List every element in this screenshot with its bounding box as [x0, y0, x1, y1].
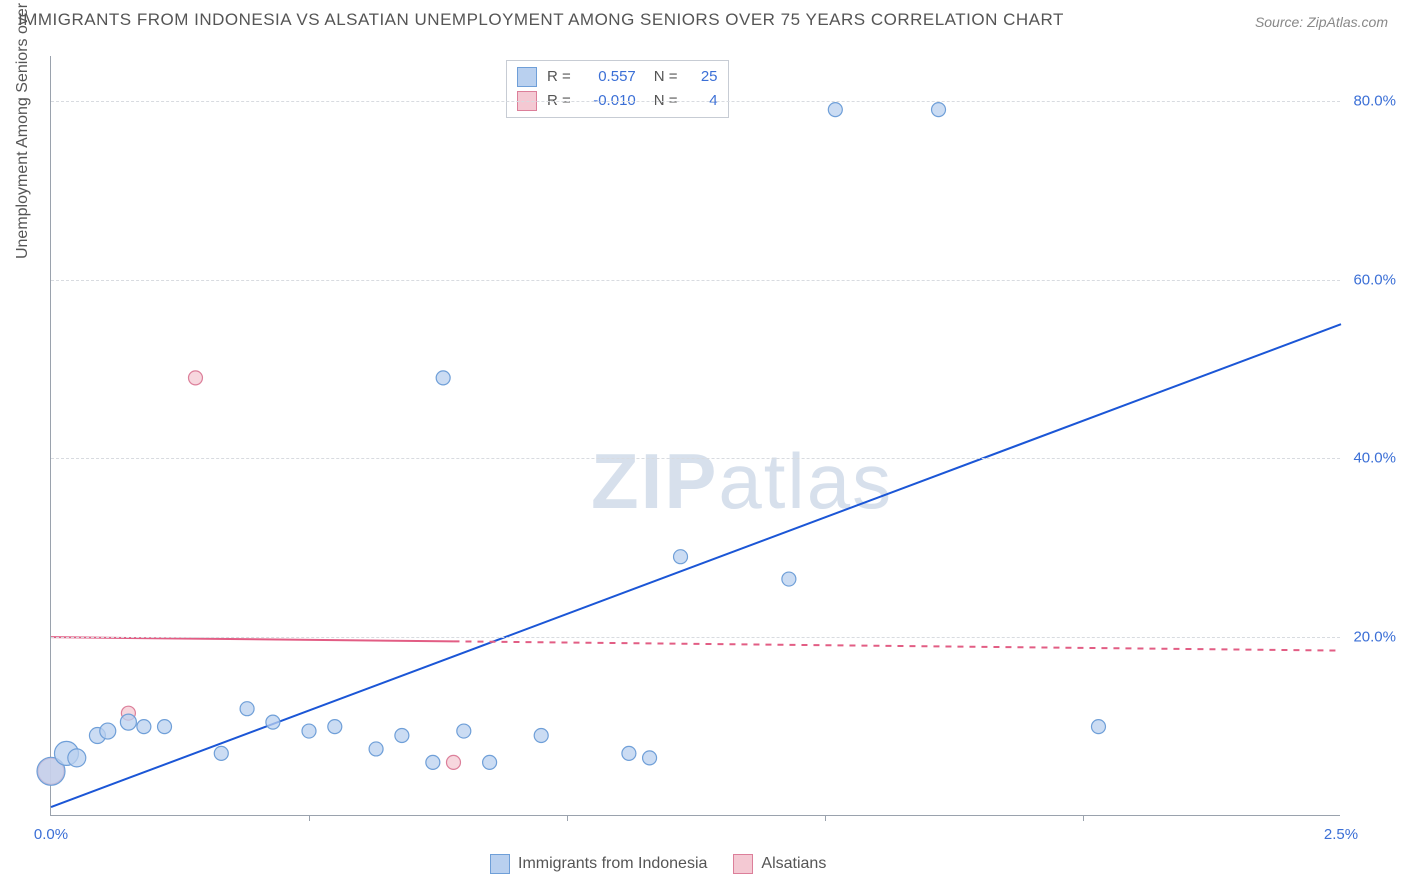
- data-point: [395, 729, 409, 743]
- gridline: [51, 280, 1340, 281]
- legend-item: Alsatians: [733, 854, 826, 874]
- legend-swatch: [490, 854, 510, 874]
- x-tick-label: 0.0%: [34, 826, 68, 843]
- data-point: [68, 749, 86, 767]
- plot-area: ZIPatlas R =0.557N =25R =-0.010N =4 20.0…: [50, 56, 1340, 816]
- y-axis-label: Unemployment Among Seniors over 75 years: [14, 0, 32, 259]
- data-point: [622, 746, 636, 760]
- legend-label: Alsatians: [761, 855, 826, 873]
- trend-line: [51, 324, 1341, 807]
- y-tick-label: 40.0%: [1353, 450, 1396, 467]
- legend-label: Immigrants from Indonesia: [518, 855, 707, 873]
- data-point: [100, 723, 116, 739]
- gridline: [51, 458, 1340, 459]
- data-point: [120, 714, 136, 730]
- stats-row: R = 0.557 N = 25: [517, 65, 718, 89]
- chart-svg: [51, 56, 1340, 815]
- data-point: [674, 550, 688, 564]
- data-point: [483, 755, 497, 769]
- data-point: [188, 371, 202, 385]
- data-point: [214, 746, 228, 760]
- x-tick-label: 2.5%: [1324, 826, 1358, 843]
- data-point: [1091, 720, 1105, 734]
- y-tick-label: 20.0%: [1353, 629, 1396, 646]
- legend-swatch: [517, 67, 537, 87]
- y-tick-label: 60.0%: [1353, 271, 1396, 288]
- trend-line-dashed: [453, 641, 1341, 650]
- stat-r-value: 0.557: [581, 65, 636, 89]
- data-point: [534, 729, 548, 743]
- stats-legend: R =0.557N =25R =-0.010N =4: [506, 60, 729, 118]
- stat-n-value: 25: [688, 65, 718, 89]
- x-tick-minor: [825, 815, 826, 821]
- legend-swatch: [733, 854, 753, 874]
- source-attribution: Source: ZipAtlas.com: [1255, 14, 1388, 30]
- data-point: [828, 103, 842, 117]
- chart-title: IMMIGRANTS FROM INDONESIA VS ALSATIAN UN…: [18, 10, 1064, 30]
- stat-r-label: R =: [547, 65, 571, 89]
- data-point: [158, 720, 172, 734]
- legend-item: Immigrants from Indonesia: [490, 854, 707, 874]
- data-point: [446, 755, 460, 769]
- data-point: [643, 751, 657, 765]
- gridline: [51, 101, 1340, 102]
- x-tick-minor: [1083, 815, 1084, 821]
- x-tick-minor: [309, 815, 310, 821]
- data-point: [240, 702, 254, 716]
- data-point: [436, 371, 450, 385]
- data-point: [137, 720, 151, 734]
- x-tick-minor: [567, 815, 568, 821]
- bottom-legend: Immigrants from Indonesia Alsatians: [490, 854, 826, 874]
- stat-n-label: N =: [654, 65, 678, 89]
- gridline: [51, 637, 1340, 638]
- data-point: [266, 715, 280, 729]
- data-point: [302, 724, 316, 738]
- data-point: [457, 724, 471, 738]
- data-point: [369, 742, 383, 756]
- data-point: [328, 720, 342, 734]
- data-point: [782, 572, 796, 586]
- y-tick-label: 80.0%: [1353, 92, 1396, 109]
- data-point: [426, 755, 440, 769]
- data-point: [932, 103, 946, 117]
